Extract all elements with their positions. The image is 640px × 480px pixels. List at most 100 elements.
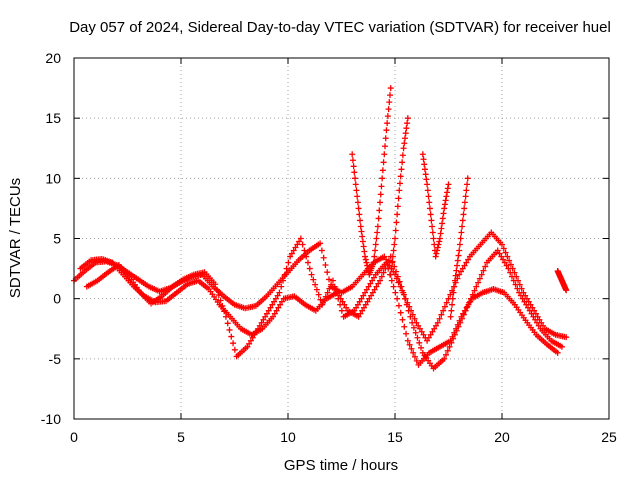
point-marker [459,265,466,272]
point-marker [533,319,540,326]
series-spike-3 [419,151,452,260]
point-marker [502,249,509,256]
point-marker [535,322,542,329]
point-marker [294,241,301,248]
point-marker [420,331,427,338]
point-marker [427,211,434,218]
point-marker [441,355,448,362]
point-marker [454,262,461,269]
point-marker [456,271,463,278]
point-marker [473,283,480,290]
point-marker [324,289,331,296]
point-marker [352,175,359,182]
point-marker [384,113,391,120]
point-marker [388,265,395,272]
point-marker [459,217,466,224]
point-marker [501,259,508,266]
point-marker [310,276,317,283]
y-tick-labels: -10 -5 0 5 10 15 20 [41,50,61,427]
point-marker [399,152,406,159]
point-marker [362,253,369,260]
point-marker [271,310,278,317]
point-marker [377,199,384,206]
point-marker [258,319,265,326]
point-marker [352,181,359,188]
point-marker [333,289,340,296]
data-points [71,85,570,372]
point-marker [292,244,299,251]
point-marker [363,259,370,266]
point-marker [249,334,256,341]
point-marker [278,298,285,305]
point-marker [426,205,433,212]
x-axis-label: GPS time / hours [284,457,398,474]
point-marker [406,341,413,348]
point-marker [514,285,521,292]
point-marker [360,304,367,311]
point-marker [324,269,331,276]
point-marker [246,340,253,347]
point-marker [288,250,295,257]
point-marker [374,223,381,230]
x-tick-label: 25 [601,429,617,445]
point-marker [364,298,371,305]
point-marker [464,175,471,182]
point-marker [456,247,463,254]
point-marker [387,92,394,99]
point-marker [354,199,361,206]
point-marker [554,349,561,356]
x-tick-label: 0 [70,429,78,445]
point-marker [386,99,393,106]
point-marker [508,273,515,280]
point-marker [403,301,410,308]
point-marker [336,292,343,299]
point-marker [328,281,335,288]
point-marker [260,316,267,323]
point-marker [395,302,402,309]
point-marker [384,120,391,127]
point-marker [471,287,478,294]
x-tick-label: 5 [177,429,185,445]
point-marker [411,353,418,360]
point-marker [276,289,283,296]
point-marker [219,302,226,309]
point-marker [525,304,532,311]
point-marker [407,313,414,320]
point-marker [378,273,385,280]
point-marker [528,310,535,317]
point-marker [412,329,419,336]
point-marker [359,233,366,240]
point-marker [434,319,441,326]
point-marker [337,301,344,308]
point-marker [326,276,333,283]
point-marker [410,324,417,331]
x-tick-labels: 0 5 10 15 20 25 [70,429,617,445]
point-marker [503,262,510,269]
point-marker [366,295,373,302]
point-marker [358,295,365,302]
point-marker [394,211,401,218]
point-marker [496,250,503,257]
point-marker [440,210,447,217]
point-marker [319,301,326,308]
point-marker [442,197,449,204]
point-marker [397,309,404,316]
point-marker [447,291,454,298]
point-marker [379,167,386,174]
point-marker [428,217,435,224]
point-marker [313,286,320,293]
point-marker [369,277,376,284]
point-marker [510,277,517,284]
point-marker [372,241,379,248]
point-marker [447,337,454,344]
point-marker [432,253,439,260]
point-marker [443,351,450,358]
point-marker [408,345,415,352]
point-marker [450,289,457,296]
point-marker [217,297,224,304]
point-marker [371,253,378,260]
point-marker [224,320,231,327]
point-marker [563,334,570,341]
point-marker [505,265,512,272]
